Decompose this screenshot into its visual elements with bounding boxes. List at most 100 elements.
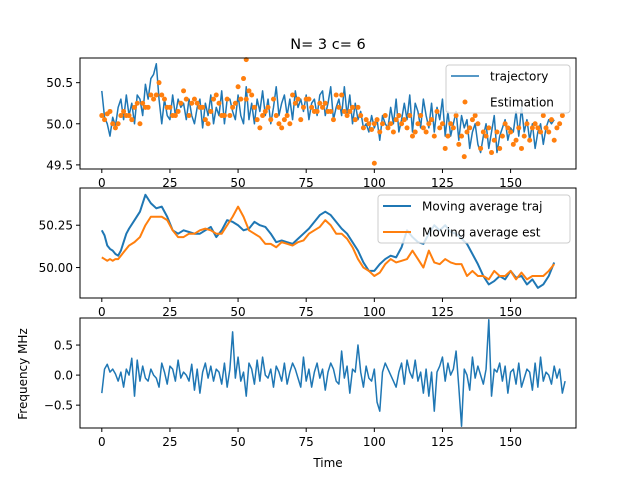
- estimation-point: [295, 96, 301, 102]
- estimation-point: [186, 113, 192, 119]
- estimation-point: [112, 125, 118, 131]
- estimation-point: [535, 125, 541, 131]
- estimation-point: [412, 129, 418, 135]
- estimation-point: [246, 88, 252, 94]
- estimation-point: [344, 113, 350, 119]
- estimation-point: [260, 113, 266, 119]
- estimation-point: [309, 104, 315, 110]
- y-tick-label: 50.0: [46, 117, 73, 131]
- estimation-point: [208, 108, 214, 114]
- moving-average-est-line: [101, 205, 555, 281]
- estimation-point: [235, 84, 241, 90]
- estimation-point: [213, 92, 219, 98]
- legend-label: trajectory: [490, 70, 548, 84]
- estimation-point: [339, 92, 345, 98]
- x-tick-label: 150: [499, 176, 522, 190]
- estimation-point: [317, 100, 323, 106]
- estimation-point: [156, 80, 162, 86]
- estimation-point: [262, 108, 268, 114]
- estimation-point: [159, 92, 165, 98]
- estimation-point: [330, 117, 336, 123]
- estimation-point: [161, 96, 167, 102]
- estimation-point: [434, 108, 440, 114]
- estimation-point: [475, 121, 481, 127]
- estimation-point: [380, 121, 386, 127]
- estimation-point: [445, 133, 451, 139]
- estimation-point: [216, 100, 222, 106]
- estimation-point: [396, 113, 402, 119]
- x-tick-label: 0: [98, 305, 106, 319]
- estimation-point: [350, 104, 356, 110]
- estimation-point: [328, 108, 334, 114]
- estimation-point: [548, 117, 554, 123]
- estimation-point: [140, 100, 146, 106]
- estimation-point: [355, 104, 361, 110]
- estimation-point: [251, 104, 257, 110]
- x-tick-label: 125: [431, 305, 454, 319]
- chart-title: N= 3 c= 6: [290, 37, 365, 53]
- legend-label: Moving average est: [422, 226, 541, 240]
- estimation-point: [276, 121, 282, 127]
- estimation-point: [464, 129, 470, 135]
- estimation-point: [211, 96, 217, 102]
- estimation-point: [358, 113, 364, 119]
- estimation-point: [191, 96, 197, 102]
- legend-box: [377, 194, 571, 244]
- estimation-point: [300, 104, 306, 110]
- estimation-point: [298, 117, 304, 123]
- x-axis-label: Time: [312, 456, 342, 470]
- estimation-point: [363, 117, 369, 123]
- estimation-point: [132, 104, 138, 110]
- estimation-point: [224, 96, 230, 102]
- estimation-point: [559, 113, 565, 119]
- estimation-point: [456, 141, 462, 147]
- estimation-point: [227, 113, 233, 119]
- estimation-point: [336, 104, 342, 110]
- estimation-point: [205, 121, 211, 127]
- estimation-point: [546, 129, 552, 135]
- estimation-point: [148, 92, 154, 98]
- x-tick-label: 75: [299, 305, 314, 319]
- estimation-point: [230, 104, 236, 110]
- estimation-point: [407, 113, 413, 119]
- x-tick-label: 100: [363, 176, 386, 190]
- estimation-point: [200, 104, 206, 110]
- estimation-point: [459, 133, 465, 139]
- estimation-point: [270, 96, 276, 102]
- estimation-point: [121, 108, 127, 114]
- estimation-point: [521, 133, 527, 139]
- estimation-point: [374, 117, 380, 123]
- estimation-point: [115, 121, 121, 127]
- estimation-point: [480, 129, 486, 135]
- estimation-point: [377, 129, 383, 135]
- estimation-point: [371, 121, 377, 127]
- estimation-point: [442, 145, 448, 151]
- estimation-point: [369, 127, 375, 133]
- x-tick-label: 75: [299, 435, 314, 449]
- estimation-point: [134, 100, 140, 106]
- estimation-point: [469, 117, 475, 123]
- estimation-point: [415, 121, 421, 127]
- estimation-point: [181, 88, 187, 94]
- estimation-point: [110, 121, 116, 127]
- estimation-point: [551, 137, 557, 143]
- moving-average-traj-line: [100, 193, 556, 289]
- estimation-point: [126, 113, 132, 119]
- estimation-point: [461, 154, 467, 160]
- estimation-point: [153, 92, 159, 98]
- estimation-point: [437, 125, 443, 131]
- estimation-point: [281, 117, 287, 123]
- estimation-point: [426, 121, 432, 127]
- estimation-point: [483, 133, 489, 139]
- legend-box: [445, 64, 571, 114]
- legend: trajectory Estimation: [445, 64, 571, 114]
- x-tick-label: 100: [363, 435, 386, 449]
- estimation-point: [429, 117, 435, 123]
- estimation-point: [557, 121, 563, 127]
- estimation-point: [529, 125, 535, 131]
- estimation-point: [453, 113, 459, 119]
- x-tick-label: 0: [98, 176, 106, 190]
- estimation-point: [254, 117, 260, 123]
- estimation-point: [393, 117, 399, 123]
